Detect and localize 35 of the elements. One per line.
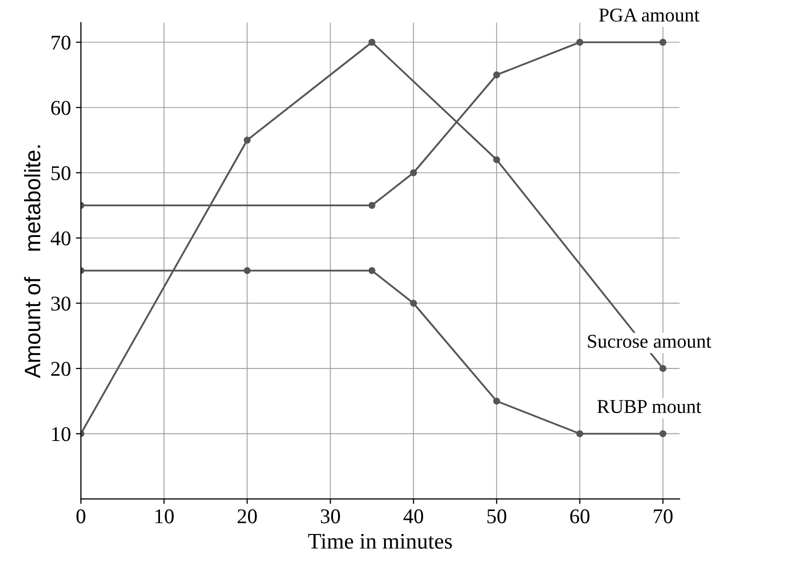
y-tick-label: 60 bbox=[51, 100, 70, 115]
series-label: RUBP mount bbox=[597, 400, 702, 414]
point bbox=[244, 136, 251, 144]
x-tick-label: 60 bbox=[570, 509, 590, 524]
x-axis-title: Time in minutes bbox=[308, 534, 452, 549]
point bbox=[410, 300, 417, 307]
point bbox=[659, 430, 666, 438]
x-tick-label: 10 bbox=[155, 509, 174, 524]
point bbox=[244, 267, 251, 274]
y-tick-label: 40 bbox=[50, 231, 70, 246]
point bbox=[410, 169, 417, 176]
point bbox=[493, 156, 500, 164]
x-tick-label: 40 bbox=[403, 509, 424, 524]
x-tick-label: 30 bbox=[320, 509, 340, 524]
point bbox=[576, 38, 584, 46]
x-tick-label: 50 bbox=[487, 509, 506, 524]
x-tick-label: 0 bbox=[76, 509, 86, 524]
point bbox=[368, 38, 376, 46]
point bbox=[493, 398, 500, 405]
y-tick-label: 30 bbox=[51, 296, 70, 311]
y-tick-label: 20 bbox=[51, 362, 70, 376]
point bbox=[368, 202, 376, 209]
y-tick-label: 50 bbox=[52, 166, 70, 180]
point bbox=[493, 71, 500, 78]
series-label: Sucrose amount bbox=[588, 334, 712, 348]
point bbox=[659, 38, 666, 46]
point bbox=[659, 365, 666, 372]
point bbox=[576, 430, 584, 438]
point bbox=[368, 267, 376, 274]
y-tick-label: 10 bbox=[52, 427, 70, 442]
x-tick-label: 20 bbox=[238, 509, 257, 524]
series-label: PGA amount bbox=[599, 8, 700, 22]
y-tick-label: 70 bbox=[52, 36, 70, 50]
y-axis-title: Amount of metabolite. bbox=[24, 145, 40, 378]
x-tick-label: 70 bbox=[654, 509, 673, 524]
